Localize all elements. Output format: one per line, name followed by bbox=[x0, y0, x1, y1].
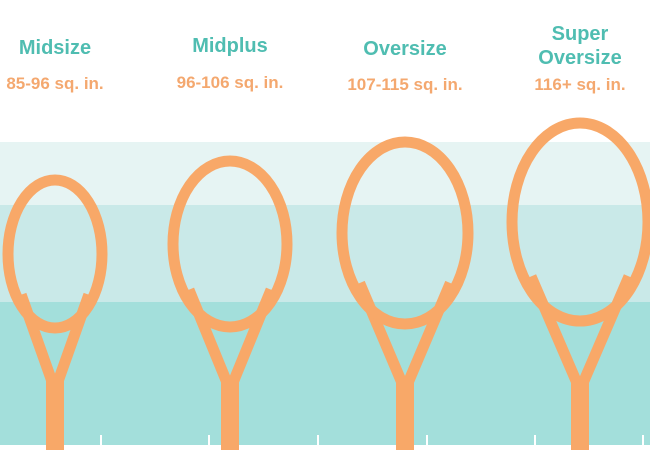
ruler-tick bbox=[642, 435, 644, 447]
category-range: 107-115 sq. in. bbox=[347, 75, 463, 94]
racket-midplus bbox=[167, 155, 293, 450]
racket-handle bbox=[571, 380, 589, 450]
racket-handle bbox=[396, 380, 414, 450]
racket-handle bbox=[221, 380, 239, 450]
ruler-ticks bbox=[0, 435, 650, 450]
category-super-oversize: Super Oversize 116+ sq. in. bbox=[520, 22, 640, 95]
racket-oversize bbox=[336, 136, 474, 450]
category-oversize: Oversize 107-115 sq. in. bbox=[305, 37, 505, 95]
ruler-tick bbox=[534, 435, 536, 447]
racket-throat bbox=[15, 292, 95, 396]
category-range: 85-96 sq. in. bbox=[6, 74, 104, 93]
racket-throat bbox=[354, 280, 456, 396]
category-midsize: Midsize 85-96 sq. in. bbox=[0, 36, 155, 94]
racket-handle bbox=[46, 380, 64, 450]
ruler-tick bbox=[100, 435, 102, 447]
racket-midsize bbox=[2, 174, 108, 450]
category-title: Midplus bbox=[192, 35, 268, 57]
background-band-light bbox=[0, 142, 650, 205]
racket-throat bbox=[183, 287, 277, 396]
racket-head bbox=[506, 117, 650, 327]
ruler-tick bbox=[208, 435, 210, 447]
category-range: 116+ sq. in. bbox=[534, 75, 626, 94]
background-band-dark bbox=[0, 302, 650, 445]
racket-super-oversize bbox=[506, 117, 650, 450]
ruler-strip bbox=[0, 445, 650, 450]
racket-head bbox=[336, 136, 474, 330]
racket-throat bbox=[525, 274, 635, 396]
category-title: Midsize bbox=[18, 37, 92, 59]
background-band-mid bbox=[0, 205, 650, 302]
racket-head bbox=[2, 174, 108, 334]
ruler-tick bbox=[317, 435, 319, 447]
category-title: Super Oversize bbox=[538, 23, 622, 69]
ruler-tick bbox=[426, 435, 428, 447]
category-midplus: Midplus 96-106 sq. in. bbox=[130, 34, 330, 93]
racket-head bbox=[167, 155, 293, 333]
category-title: Oversize bbox=[363, 38, 447, 60]
category-range: 96-106 sq. in. bbox=[176, 73, 284, 92]
